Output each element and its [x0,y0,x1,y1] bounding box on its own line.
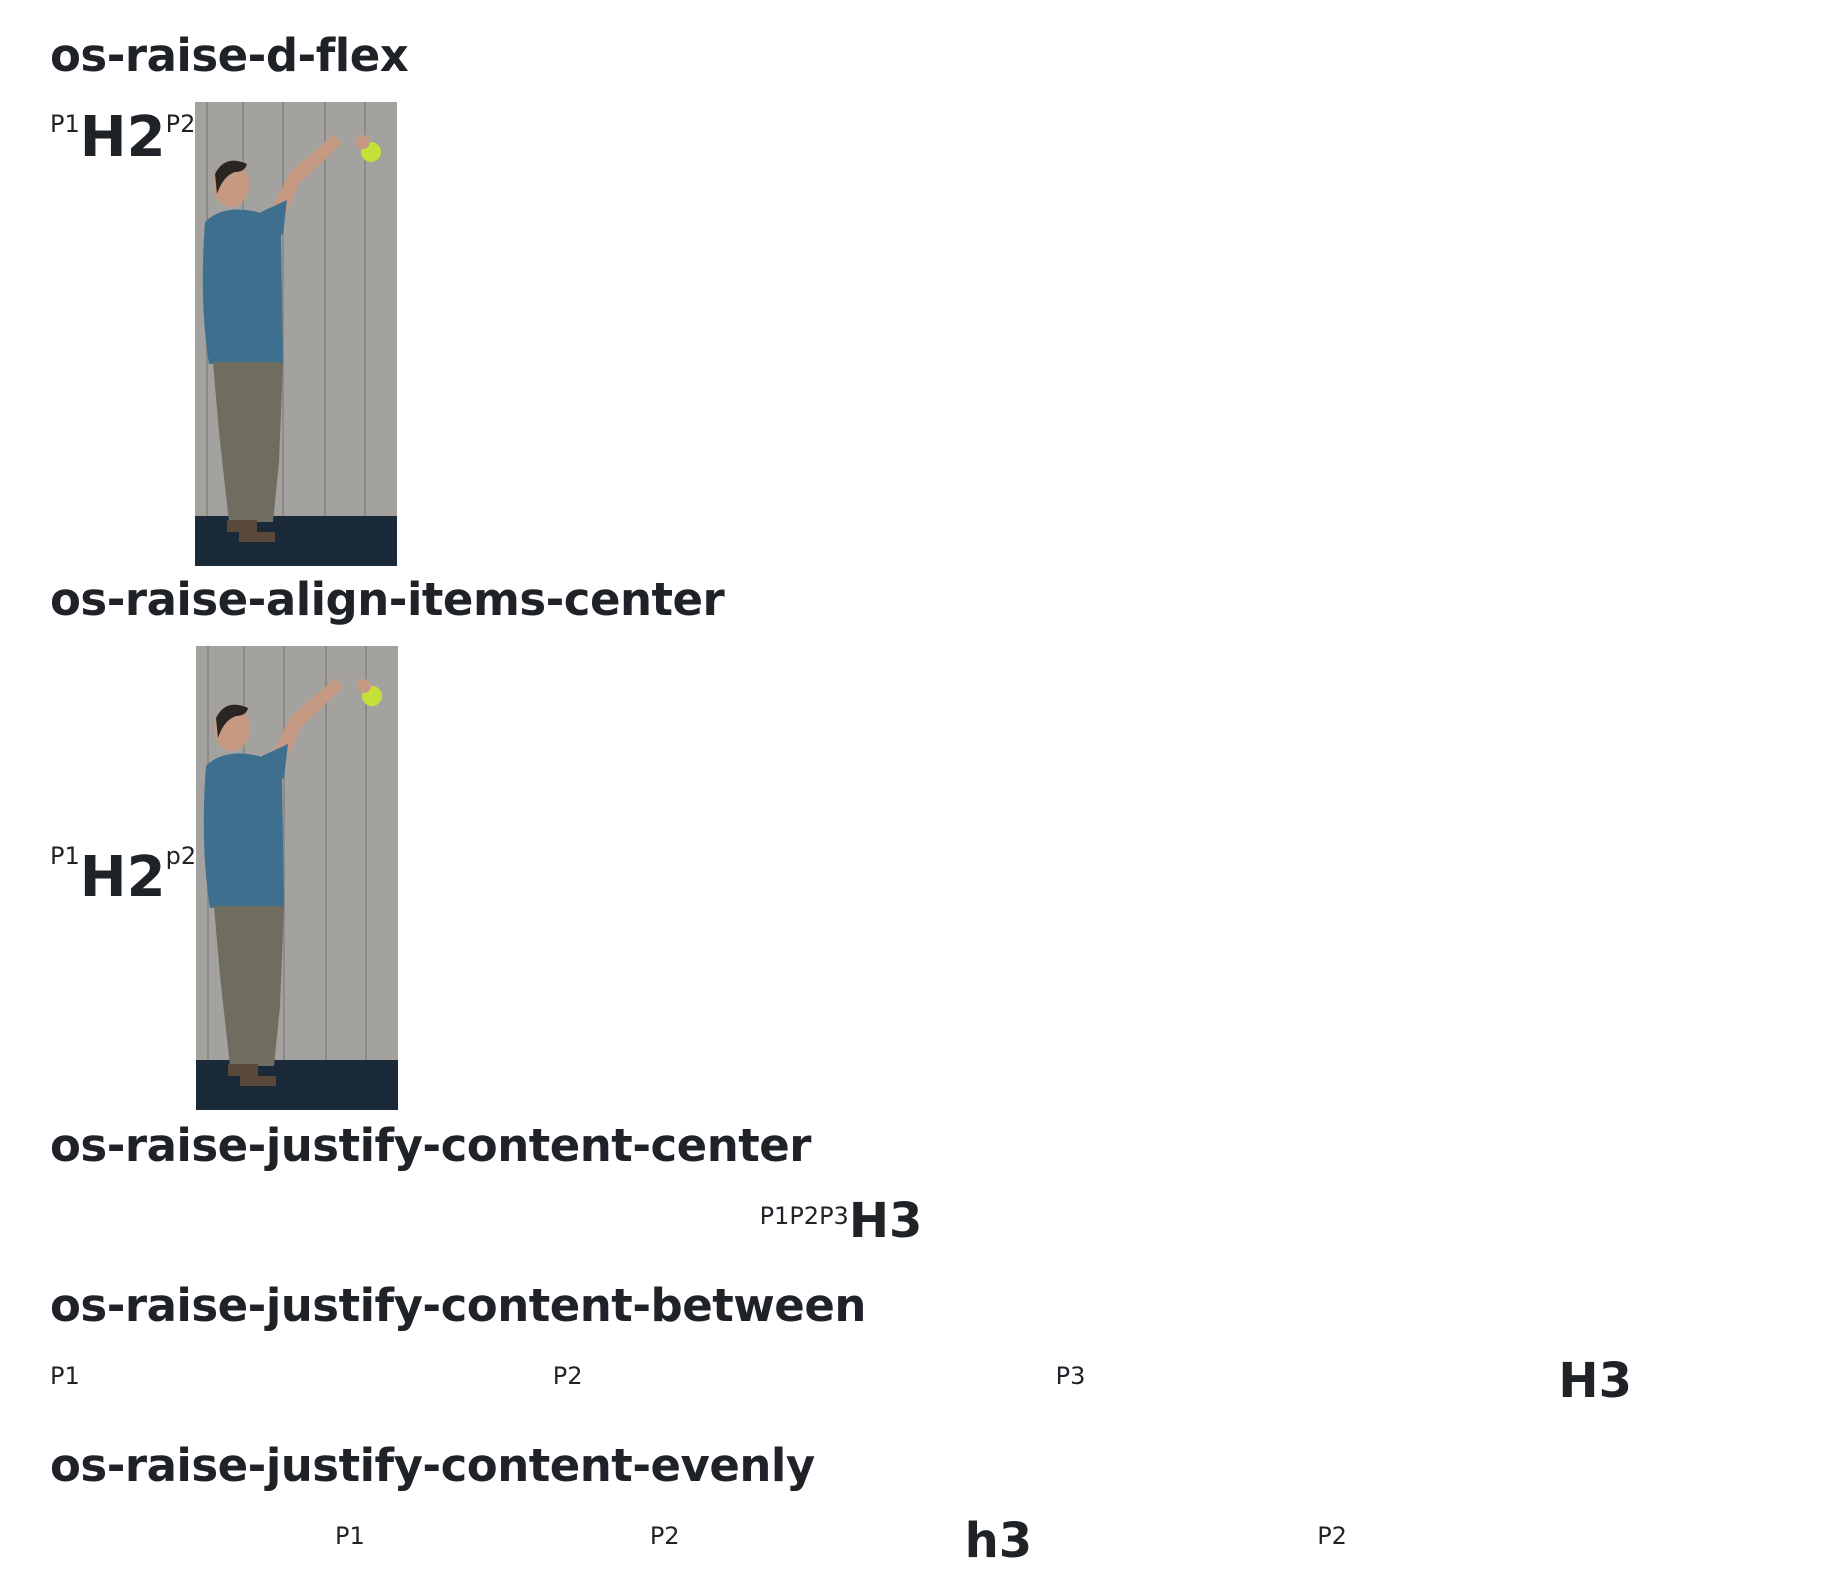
justify-evenly-row: P1 P2 h3 P2 [50,1516,1632,1566]
align-center-p1: P1 [50,842,80,870]
d-flex-h2: H2 [79,105,166,170]
justify-evenly-p4: P2 [1317,1522,1347,1550]
justify-center-h3: H3 [848,1193,923,1249]
section-title-align-items-center: os-raise-align-items-center [50,573,725,626]
justify-evenly-p1: P1 [335,1522,365,1550]
section-title-justify-content-center: os-raise-justify-content-center [50,1119,811,1172]
justify-center-row: P1 P2 P3 H3 [50,1196,1632,1246]
justify-between-p2: P2 [552,1362,583,1390]
justify-between-p1: P1 [50,1362,80,1390]
section-title-d-flex: os-raise-d-flex [50,29,409,82]
justify-center-p2: P2 [789,1202,820,1230]
justify-center-p3: P3 [819,1202,849,1230]
justify-between-h3: H3 [1558,1353,1632,1409]
d-flex-p1: P1 [50,110,80,138]
d-flex-row: P1 H2 P2 [50,102,1632,566]
section-title-justify-content-evenly: os-raise-justify-content-evenly [50,1439,815,1492]
justify-evenly-p2: P2 [649,1522,680,1550]
man-raising-ball-photo [195,102,398,566]
justify-between-row: P1 P2 P3 H3 [50,1356,1632,1406]
d-flex-p2: P2 [165,110,196,138]
section-title-justify-content-between: os-raise-justify-content-between [50,1279,866,1332]
justify-evenly-h3: h3 [964,1513,1033,1569]
align-items-center-row: P1 H2 p2 [50,646,1632,1110]
align-center-h2: H2 [79,845,166,910]
align-center-p2: p2 [165,842,197,870]
man-raising-ball-photo [196,646,399,1110]
justify-between-p3: P3 [1055,1362,1086,1390]
justify-center-p1: P1 [759,1202,790,1230]
